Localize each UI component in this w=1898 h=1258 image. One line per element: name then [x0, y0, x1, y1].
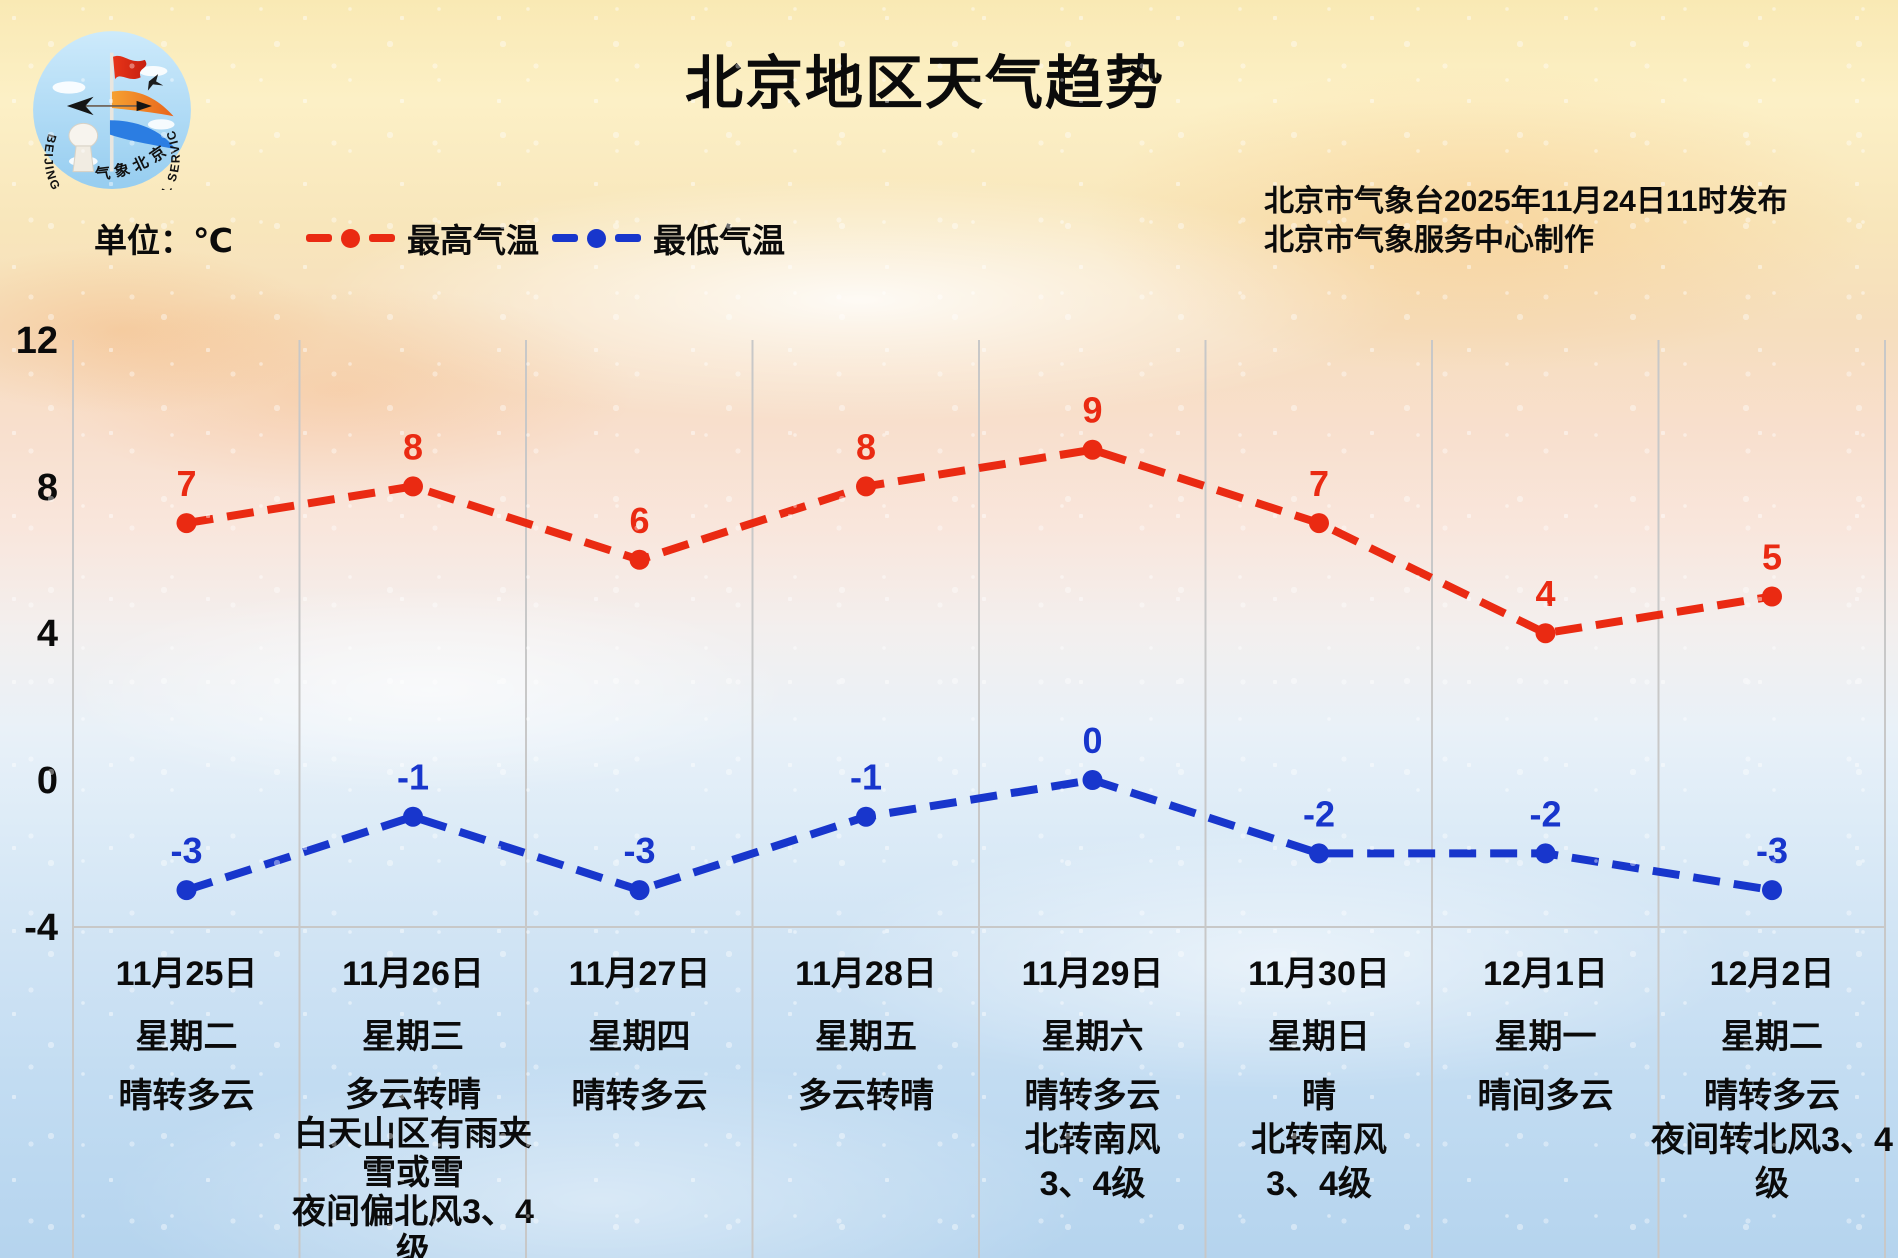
data-point	[1082, 439, 1103, 460]
day-date: 11月26日	[342, 955, 484, 993]
data-point	[1535, 623, 1556, 644]
data-point	[403, 476, 423, 497]
data-point-value-label: -3	[623, 830, 655, 871]
data-point	[856, 476, 876, 497]
day-date: 11月30日	[1248, 955, 1390, 993]
data-point-value-label: -1	[850, 757, 882, 798]
day-date: 11月29日	[1021, 955, 1164, 993]
data-point-value-label: -1	[397, 757, 429, 798]
day-weather: 晴 北转南风 3、4级	[1251, 1077, 1387, 1203]
data-point-value-label: -3	[1756, 830, 1788, 871]
day-weather: 多云转晴	[798, 1077, 934, 1115]
data-point-value-label: 4	[1535, 573, 1555, 614]
issue-info: 北京市气象台2025年11月24日11时发布 北京市气象服务中心制作	[1264, 182, 1788, 260]
y-tick: 4	[37, 613, 58, 655]
data-point	[629, 880, 650, 901]
y-tick: 0	[37, 760, 58, 802]
data-point	[1082, 770, 1103, 790]
data-point-value-label: 7	[176, 463, 196, 504]
y-tick: 12	[16, 320, 58, 362]
y-axis-ticks: 12 8 4 0 -4	[16, 320, 58, 949]
day-date: 11月25日	[115, 955, 258, 993]
day-weather: 晴转多云 北转南风 3、4级	[1024, 1077, 1161, 1203]
day-weekday: 星期日	[1268, 1018, 1370, 1056]
legend-low-temp: 最低气温	[552, 214, 785, 262]
flag-pole	[109, 52, 114, 172]
red-ribbon	[113, 55, 147, 80]
data-point	[176, 880, 197, 901]
y-tick: -4	[24, 907, 58, 949]
day-date: 12月1日	[1483, 955, 1608, 993]
radar-tower	[68, 122, 99, 173]
day-weekday: 星期三	[362, 1018, 464, 1056]
unit-label: 单位：℃	[94, 222, 233, 259]
data-point	[1309, 843, 1329, 864]
data-point	[1309, 513, 1329, 534]
day-weather: 晴转多云	[118, 1077, 255, 1115]
producer-line: 北京市气象服务中心制作	[1264, 224, 1594, 257]
day-weather: 多云转晴 白天山区有雨夹 雪或雪 夜间偏北风3、4 级	[292, 1076, 534, 1258]
data-point	[403, 806, 423, 827]
day-weather: 晴转多云	[571, 1077, 708, 1115]
series-line	[185, 445, 1773, 638]
data-point-value-label: 6	[629, 500, 649, 541]
day-weekday: 星期二	[135, 1018, 238, 1056]
data-point-value-label: -3	[170, 830, 202, 871]
data-point	[856, 806, 876, 827]
data-point-value-label: 7	[1309, 463, 1329, 504]
day-date: 11月27日	[568, 955, 711, 993]
day-weekday: 星期六	[1041, 1018, 1144, 1056]
day-weekday: 星期二	[1721, 1018, 1823, 1056]
day-weekday: 星期一	[1494, 1018, 1597, 1056]
issue-line: 北京市气象台2025年11月24日11时发布	[1264, 185, 1788, 218]
day-weekday: 星期五	[815, 1018, 917, 1056]
page-title: 北京地区天气趋势	[684, 51, 1165, 116]
data-point	[1535, 843, 1556, 864]
blue-ribbon	[109, 120, 176, 149]
data-point-value-label: 0	[1082, 720, 1102, 761]
data-point-value-label: -2	[1303, 793, 1335, 834]
day-weekday: 星期四	[588, 1018, 691, 1056]
data-point-value-label: 9	[1082, 390, 1102, 431]
arrow-head	[136, 100, 152, 112]
data-point-value-label: 8	[403, 426, 423, 467]
legend-high-temp: 最高气温	[306, 214, 539, 262]
data-point	[1762, 586, 1782, 607]
high-temp-line-marker	[306, 228, 395, 248]
wind-vane-arrow	[66, 96, 94, 116]
day-date: 12月2日	[1709, 955, 1835, 993]
legend-high-label: 最高气温	[407, 222, 539, 259]
day-date: 11月28日	[795, 955, 937, 993]
data-point-value-label: -2	[1529, 793, 1561, 834]
data-point	[176, 513, 197, 534]
data-point	[629, 549, 650, 570]
series-line	[185, 775, 1773, 895]
data-point-value-label: 5	[1762, 537, 1782, 578]
data-point	[1762, 880, 1782, 901]
legend-low-label: 最低气温	[653, 222, 785, 259]
beijing-meteorological-service-logo: BEIJING METEOROLOGICAL SERVICE 气象北京	[25, 15, 194, 228]
low-temp-line-marker	[552, 228, 641, 248]
data-point-value-label: 8	[856, 426, 876, 467]
series-plot: 7 8 6 8 9 7 4 5 -3 -1 -3 -1 0 -2 -2 -3	[170, 390, 1788, 901]
day-weather: 晴转多云 夜间转北风3、4 级	[1651, 1077, 1893, 1203]
day-weather: 晴间多云	[1477, 1077, 1614, 1115]
swallow-icon	[147, 74, 164, 91]
y-tick: 8	[37, 467, 58, 509]
